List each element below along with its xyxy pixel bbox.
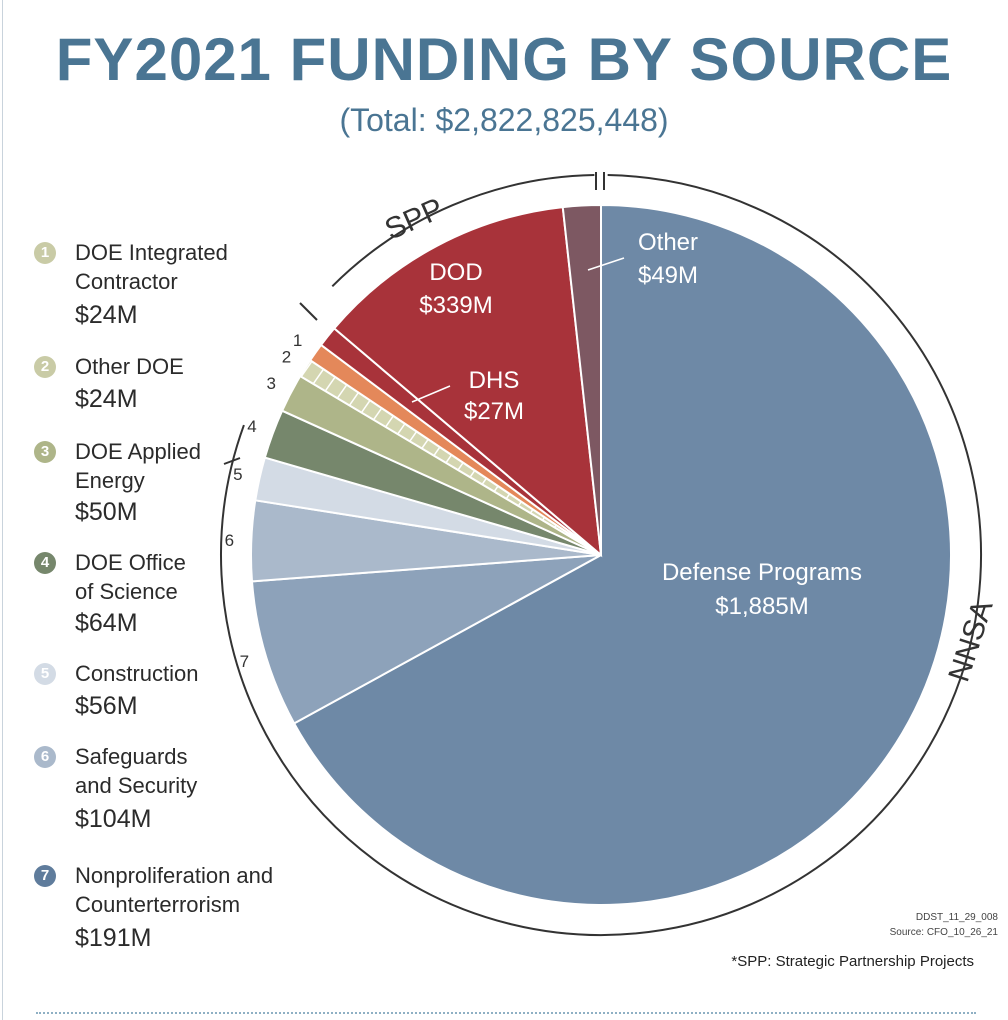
slice-numbers: 7 6 5 4 321 — [225, 331, 303, 671]
dhs-leader-line — [411, 385, 451, 403]
slice-number-7: 7 — [240, 652, 249, 671]
legend-value: $24M — [75, 385, 138, 413]
pie-slice-nonpro — [250, 554, 602, 725]
nnsa-bracket-arc — [220, 174, 982, 936]
legend-value: $104M — [75, 805, 152, 833]
dhs-label: DHS — [469, 367, 520, 394]
legend-number-badge: 3 — [34, 441, 56, 463]
group-brackets — [220, 172, 982, 936]
slice-number-5: 5 — [233, 465, 242, 484]
slice-number-1: 1 — [293, 331, 302, 350]
slice-number-4: 4 — [247, 417, 256, 436]
legend-label: Safeguards and Security — [75, 744, 198, 798]
spp-bracket-end — [299, 302, 318, 321]
legend-label: DOE Office of Science — [75, 550, 186, 604]
dod-label: DOD — [429, 259, 482, 286]
spp-group-label: SPP — [380, 192, 448, 247]
pie-slice-defense — [292, 203, 952, 906]
legend-value: $56M — [75, 692, 138, 720]
dhs-value: $27M — [464, 398, 524, 425]
legend-number-badge: 4 — [34, 552, 56, 574]
nnsa-group-label: NNSA — [942, 596, 999, 685]
left-border-rule — [2, 0, 3, 1020]
source-code: Source: CFO_10_26_21 — [889, 927, 998, 938]
legend-label: DOE Applied Energy — [75, 439, 201, 493]
legend-value: $24M — [75, 301, 138, 329]
footnote: *SPP: Strategic Partnership Projects — [731, 953, 974, 970]
slice-number-6: 6 — [225, 531, 234, 550]
slice-number-2: 2 — [282, 347, 291, 366]
legend-value: $191M — [75, 924, 152, 952]
chart-subtitle: (Total: $2,822,825,448) — [339, 102, 669, 138]
legend-label: DOE Integrated Contractor — [75, 240, 228, 294]
defense-programs-label: Defense Programs — [662, 559, 862, 586]
dod-value: $339M — [419, 292, 492, 319]
legend-number-badge: 7 — [34, 865, 56, 887]
document-code: DDST_11_29_008 — [915, 912, 998, 923]
pie-slice-other — [561, 203, 602, 556]
nnsa-bracket-end — [223, 457, 241, 465]
legend-label: Construction — [75, 661, 199, 686]
chart-title: FY2021 FUNDING BY SOURCE — [55, 26, 953, 93]
legend-number-badge: 5 — [34, 663, 56, 685]
legend-number-badge: 2 — [34, 356, 56, 378]
bottom-dotted-rule — [36, 1012, 976, 1014]
pie-slice-dod — [332, 205, 603, 558]
spp-bracket-arc — [331, 174, 595, 288]
legend-number-badge: 6 — [34, 746, 56, 768]
legend-label: Other DOE — [75, 354, 184, 379]
legend-value: $64M — [75, 609, 138, 637]
other-label: Other — [638, 229, 698, 256]
legend-number-badge: 1 — [34, 242, 56, 264]
legend-label: Nonproliferation and Counterterrorism — [75, 863, 274, 917]
legend-value: $50M — [75, 498, 138, 526]
defense-programs-value: $1,885M — [715, 593, 808, 620]
other-value: $49M — [638, 262, 698, 289]
pie-slices — [249, 203, 952, 906]
other-leader-line — [587, 257, 625, 271]
slice-number-3: 3 — [266, 374, 275, 393]
